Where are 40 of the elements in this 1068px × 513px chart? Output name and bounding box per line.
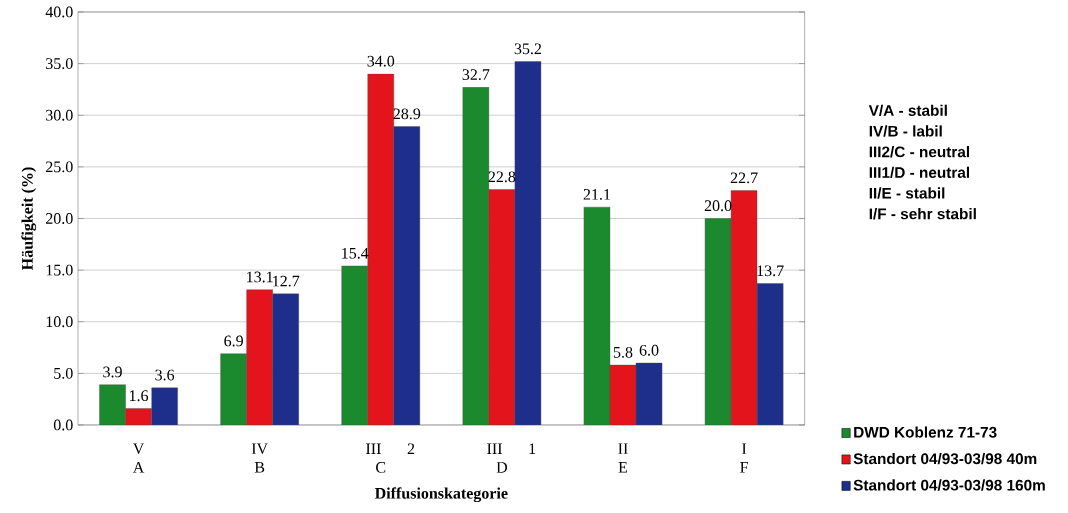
- y-tick-label: 25.0: [46, 161, 73, 173]
- y-tick-label: 0.0: [53, 419, 73, 431]
- data-label: 6.0: [639, 344, 659, 356]
- legend-label: DWD Koblenz 71-73: [854, 426, 997, 438]
- y-tick-label: 15.0: [46, 264, 73, 276]
- data-label: 5.8: [613, 346, 633, 358]
- text: V/A - stabil: [868, 104, 947, 117]
- text: II/E - stabil: [869, 187, 945, 199]
- text: III2/C - neutral: [869, 146, 970, 158]
- legend-label: Standort 04/93-03/98 160m: [853, 479, 1045, 491]
- y-tick-label: 35.0: [46, 58, 73, 70]
- data-label: 34.0: [367, 55, 395, 67]
- data-label: 32.7: [462, 69, 490, 81]
- y-tick-label: 20.0: [46, 213, 73, 224]
- x-tick-label: II E: [618, 443, 628, 473]
- data-label: 3.9: [103, 366, 122, 378]
- data-label: 22.7: [730, 172, 758, 184]
- y-tick-label: 10.0: [46, 316, 73, 328]
- y-axis-title: Häufigkeit (%): [21, 167, 37, 270]
- x-tick-label: IV B: [251, 443, 268, 473]
- data-label: 21.1: [583, 188, 611, 200]
- text: III1/D - neutral: [869, 166, 970, 179]
- y-tick-label: 5.0: [54, 367, 73, 379]
- x-axis-title: Diffusionskategorie: [374, 487, 508, 503]
- data-label: 6.9: [224, 335, 243, 347]
- data-label: 35.2: [514, 43, 542, 55]
- data-label: 12.7: [273, 275, 300, 287]
- text: I/F - sehr stabil: [869, 208, 976, 220]
- y-tick-label: 30.0: [46, 109, 73, 121]
- y-tick-label: 40.0: [45, 6, 73, 18]
- data-label: 1.6: [129, 390, 149, 402]
- x-tick-label: III 1 D: [487, 443, 536, 473]
- x-tick-label: V A: [132, 443, 145, 473]
- data-label: 3.6: [155, 369, 175, 381]
- data-label: 13.7: [757, 265, 784, 277]
- x-tick-label: I F: [740, 443, 748, 473]
- text: IV/B - labil: [869, 125, 942, 137]
- x-tick-label: III 2 C: [366, 443, 415, 473]
- legend-label: Standort 04/93-03/98 40m: [853, 452, 1037, 465]
- data-label: 13.1: [247, 271, 273, 283]
